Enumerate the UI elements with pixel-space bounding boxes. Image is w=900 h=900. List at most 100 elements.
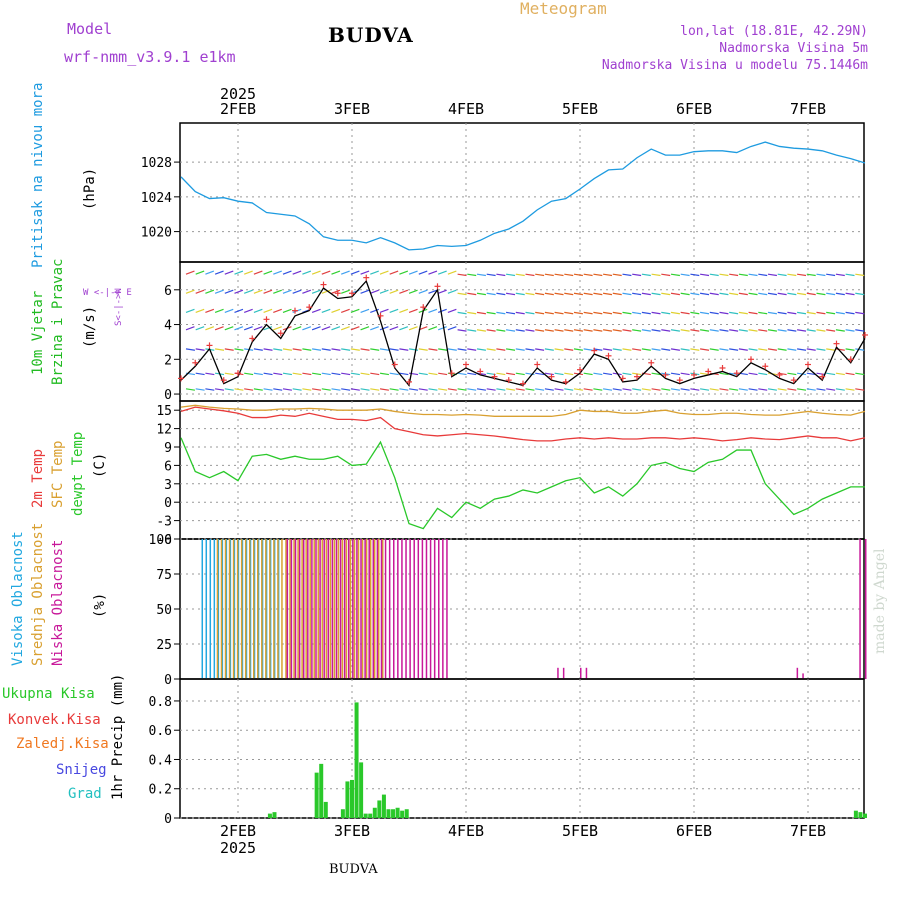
wind-arrow [806, 273, 816, 277]
ytick-label-1: 4 [164, 319, 172, 334]
wind-arrow [758, 273, 768, 277]
wind-arrow [855, 311, 865, 315]
cloud-bar [327, 539, 330, 679]
wind-arrow [302, 326, 312, 331]
wind-arrow [360, 308, 370, 313]
wind-arrow [554, 292, 564, 296]
wind-arrow [311, 270, 321, 275]
bottom-xtick-label: 4FEB [448, 822, 484, 840]
wind-arrow [506, 311, 516, 315]
wind-arrow [370, 372, 380, 376]
wind-arrow [816, 329, 826, 332]
wind-arrow [467, 292, 477, 296]
wind-arrow [544, 292, 554, 296]
precip-bar [400, 810, 405, 818]
wind-arrow [612, 388, 622, 391]
wind-arrow [457, 329, 467, 332]
ytick-label-2: 6 [164, 459, 172, 474]
wind-arrow [389, 270, 399, 275]
wind-arrow [535, 388, 545, 391]
wind-arrow [767, 348, 777, 351]
wind-arrow [302, 348, 312, 351]
cloud-bar [323, 539, 325, 679]
wind-arrow [738, 348, 748, 351]
wind-arrow [273, 326, 282, 331]
wind-arrow [331, 326, 341, 331]
wind-arrow [379, 388, 389, 391]
wind-arrow [535, 273, 545, 277]
cloud-bar [286, 539, 289, 679]
wind-arrow [719, 273, 729, 277]
cloud-bar [580, 667, 582, 679]
wind-arrow [467, 372, 477, 376]
wind-arrow [612, 292, 622, 296]
wind-arrow [855, 273, 865, 277]
wind-arrow [282, 372, 292, 376]
wind-arrow [214, 270, 224, 275]
wind-arrow [428, 326, 438, 331]
precip-legend-5: Grad [68, 786, 102, 802]
wind-arrow [797, 292, 807, 296]
cloud-bar [349, 539, 352, 679]
wind-arrow [806, 292, 816, 296]
wind-arrow [195, 270, 205, 275]
cloud-bar [335, 539, 338, 679]
wind-arrow [428, 270, 438, 275]
wind-arrow [195, 388, 205, 391]
wind-arrow [457, 311, 467, 315]
ytick-label-3: 100 [149, 533, 172, 548]
wind-arrow [729, 273, 739, 277]
precip-legend-1: Ukupna Kisa [2, 686, 95, 702]
wind-arrow [331, 348, 341, 351]
wind-arrow [515, 292, 525, 296]
wind-arrow [234, 348, 244, 351]
panel-frame-1 [179, 261, 865, 402]
wind-arrow [476, 329, 486, 332]
wind-arrow [321, 372, 331, 376]
precip-legend-4: Snijeg [56, 762, 107, 778]
wind-arrow [389, 308, 399, 313]
cloud-bar [388, 539, 391, 679]
wind-arrow [758, 311, 768, 315]
top-xtick-label: 6FEB [676, 100, 712, 118]
wind-arrow [340, 270, 350, 275]
wind-arrow [573, 273, 583, 277]
wind-arrow [583, 348, 593, 351]
wind-arrow [544, 372, 554, 376]
wind-arrow [525, 329, 535, 332]
wind-arrow [506, 372, 516, 376]
precip-bar [272, 812, 277, 818]
wind-arrow [370, 308, 379, 313]
wind-arrow [554, 388, 564, 391]
precip-bar [359, 762, 364, 818]
wind-arrow [302, 372, 312, 376]
wind-arrow [758, 388, 768, 391]
product-title: Meteogram [520, 0, 607, 18]
cloud-bar [433, 539, 436, 679]
wind-arrow [243, 308, 253, 313]
wind-arrow [806, 388, 816, 391]
cloud-bar [376, 539, 379, 679]
cloud-bar [281, 539, 283, 679]
wind-arrow [282, 348, 292, 351]
wind-arrow [311, 308, 321, 313]
wind-arrow [506, 292, 516, 296]
cloud-bar [265, 539, 267, 679]
wind-arrow [253, 388, 263, 391]
ytick-label-0: 1028 [141, 156, 172, 171]
wind-arrow [544, 273, 554, 277]
wind-arrow [564, 311, 574, 315]
wind-arrow [777, 348, 787, 351]
wind-arrow [670, 388, 680, 391]
wind-arrow [748, 388, 758, 391]
wind-arrow [758, 348, 768, 351]
wind-arrow [806, 329, 816, 332]
wind-arrow [311, 289, 321, 294]
cloud-bar [333, 539, 336, 679]
wind-arrow [573, 329, 583, 332]
wind-arrow [321, 289, 331, 294]
wind-arrow [379, 348, 389, 351]
wind-arrow [554, 329, 564, 332]
cloud-bar [438, 539, 440, 679]
temp-ylabel-1: 2m Temp [30, 448, 46, 508]
